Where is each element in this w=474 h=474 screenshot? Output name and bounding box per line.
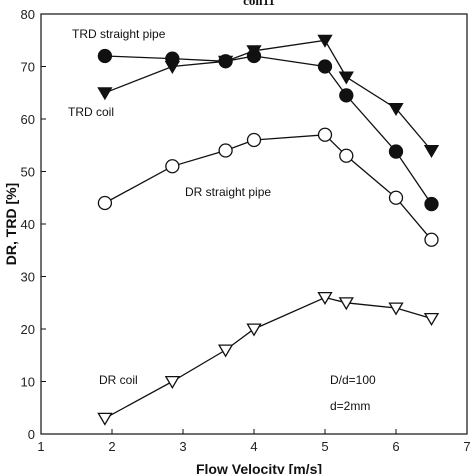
x-tick-label: 7 — [463, 439, 470, 454]
data-point — [423, 144, 440, 158]
y-tick-label: 70 — [21, 60, 35, 75]
data-point — [246, 45, 262, 59]
data-point — [97, 195, 113, 211]
series-line-0 — [104, 55, 433, 205]
annotation-trd-coil: TRD coil — [68, 105, 114, 119]
y-tick-label: 30 — [21, 270, 35, 285]
data-point — [317, 59, 333, 74]
data-point — [338, 71, 354, 85]
y-tick-label: 50 — [21, 165, 35, 180]
y-tick-label: 0 — [28, 427, 35, 442]
y-axis-label: DR, TRD [%] — [3, 183, 19, 265]
plot-frame — [40, 13, 468, 435]
chart-title: coil11 — [243, 0, 275, 8]
x-axis-label: Flow Velocity [m/s] — [196, 461, 322, 474]
data-point — [317, 34, 333, 48]
data-point — [388, 102, 404, 116]
x-tick-label: 3 — [179, 439, 186, 454]
y-tick-label: 10 — [21, 375, 35, 390]
x-tick-label: 1 — [37, 439, 44, 454]
series-markers — [97, 34, 440, 426]
data-point — [97, 48, 113, 64]
data-point — [97, 412, 113, 426]
annotation-trd-straight-pipe: TRD straight pipe — [72, 27, 166, 41]
data-point — [339, 148, 354, 163]
y-tick-label: 60 — [21, 112, 35, 127]
annotation-dr-straight-pipe: DR straight pipe — [185, 185, 271, 199]
data-point — [218, 143, 233, 158]
data-point — [339, 88, 354, 103]
data-point — [317, 291, 333, 305]
series-line-3 — [104, 296, 432, 419]
x-tick-label: 6 — [392, 439, 399, 454]
data-point — [165, 159, 180, 174]
data-point — [317, 127, 333, 142]
data-point — [97, 87, 113, 101]
data-point — [217, 344, 234, 358]
data-point — [423, 312, 440, 326]
y-tick-label: 20 — [21, 322, 35, 337]
data-point — [164, 375, 180, 389]
data-point — [424, 232, 439, 247]
series-line-1 — [104, 39, 432, 151]
data-point — [164, 60, 180, 74]
series-lines — [104, 39, 433, 419]
annotation-dr-coil: DR coil — [99, 373, 138, 387]
x-tick-label: 5 — [321, 439, 328, 454]
series-line-2 — [104, 134, 432, 241]
x-tick-label: 4 — [250, 439, 257, 454]
data-point — [388, 190, 404, 205]
y-tick-label: 80 — [21, 7, 35, 22]
data-point — [388, 302, 404, 316]
annotation-pipe-diameter: d=2mm — [330, 399, 370, 413]
data-point — [246, 132, 262, 148]
x-tick-label: 2 — [108, 439, 115, 454]
y-tick-label: 40 — [21, 217, 35, 232]
data-point — [217, 55, 234, 69]
annotation-diameter-ratio: D/d=100 — [330, 373, 376, 387]
data-point — [338, 297, 354, 311]
data-point — [246, 323, 262, 337]
data-point — [424, 196, 439, 212]
data-point — [388, 144, 404, 159]
